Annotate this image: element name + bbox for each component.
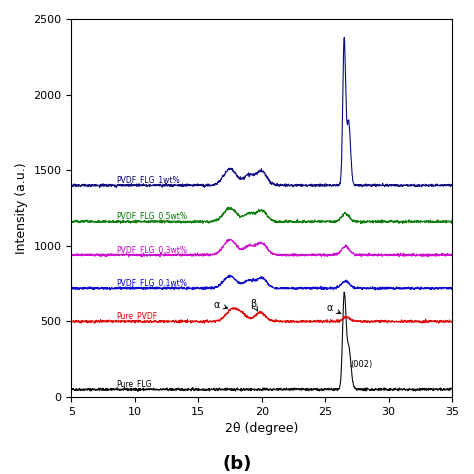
Text: Pure_PVDF: Pure_PVDF	[116, 311, 157, 320]
Text: α: α	[327, 302, 341, 313]
Text: β: β	[250, 299, 258, 311]
X-axis label: 2θ (degree): 2θ (degree)	[225, 422, 299, 435]
Text: PVDF_FLG_0.1wt%: PVDF_FLG_0.1wt%	[116, 278, 187, 287]
Text: Pure_FLG: Pure_FLG	[116, 379, 151, 388]
Text: α: α	[213, 300, 228, 310]
Text: PVDF_FLG_1wt%: PVDF_FLG_1wt%	[116, 175, 180, 184]
Text: PVDF_FLG_0.3wt%: PVDF_FLG_0.3wt%	[116, 245, 187, 254]
Text: (b): (b)	[222, 455, 252, 473]
Text: PVDF_FLG_0.5wt%: PVDF_FLG_0.5wt%	[116, 211, 187, 220]
Y-axis label: Intensity (a.u.): Intensity (a.u.)	[15, 162, 28, 254]
Text: (002): (002)	[350, 360, 373, 369]
